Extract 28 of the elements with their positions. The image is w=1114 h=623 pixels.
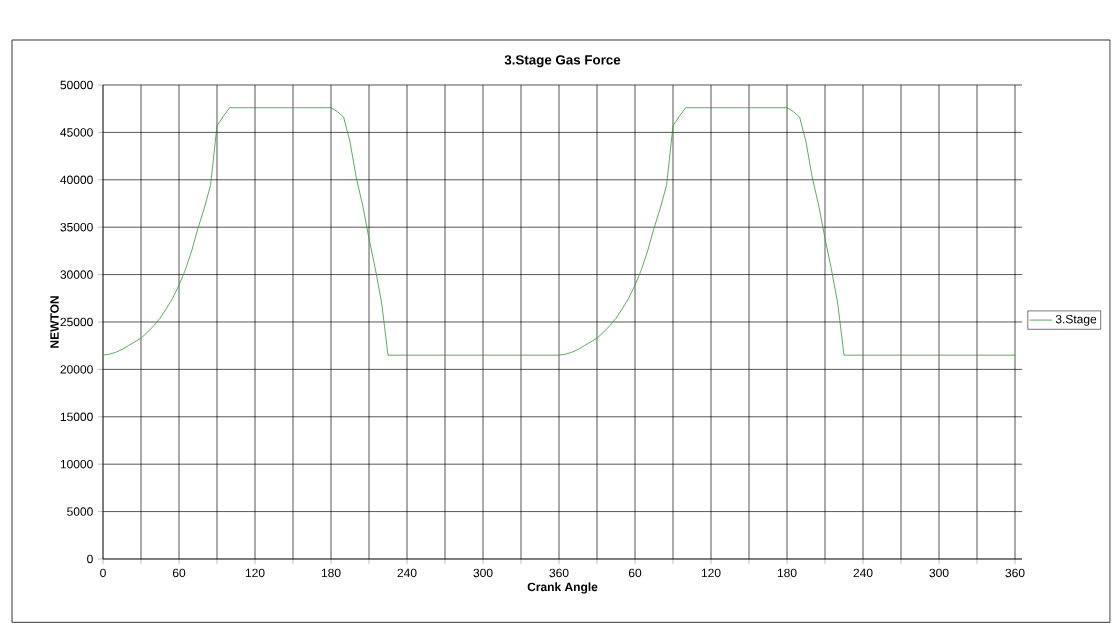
chart-title: 3.Stage Gas Force xyxy=(504,55,621,68)
y-tick-label: 35000 xyxy=(60,222,93,232)
x-tick-label: 360 xyxy=(549,568,569,578)
y-tick-label: 40000 xyxy=(60,175,93,185)
x-tick-label: 60 xyxy=(628,568,642,578)
legend-label: 3.Stage xyxy=(1055,314,1097,326)
y-tick-label: 0 xyxy=(87,554,93,564)
x-tick-label: 120 xyxy=(245,568,265,578)
x-axis-title: Crank Angle xyxy=(527,582,598,594)
x-tick-label: 180 xyxy=(321,568,341,578)
x-tick-label: 120 xyxy=(701,568,721,578)
x-tick-label: 360 xyxy=(1005,568,1025,578)
y-tick-label: 20000 xyxy=(60,365,93,374)
x-tick-label: 240 xyxy=(397,568,417,578)
x-tick-label: 300 xyxy=(929,568,949,578)
y-tick-label: 25000 xyxy=(60,317,93,327)
x-tick-label: 60 xyxy=(172,568,186,578)
x-tick-label: 300 xyxy=(473,568,493,578)
y-axis-title: NEWTON xyxy=(50,296,59,348)
x-tick-label: 0 xyxy=(100,568,106,578)
x-tick-label: 240 xyxy=(853,568,873,578)
y-tick-label: 30000 xyxy=(60,270,93,279)
y-tick-label: 50000 xyxy=(60,80,93,90)
x-tick-label: 180 xyxy=(777,568,797,578)
y-tick-label: 5000 xyxy=(67,507,93,516)
y-tick-label: 15000 xyxy=(60,412,93,422)
y-tick-label: 45000 xyxy=(60,128,93,137)
y-tick-label: 10000 xyxy=(60,459,93,469)
